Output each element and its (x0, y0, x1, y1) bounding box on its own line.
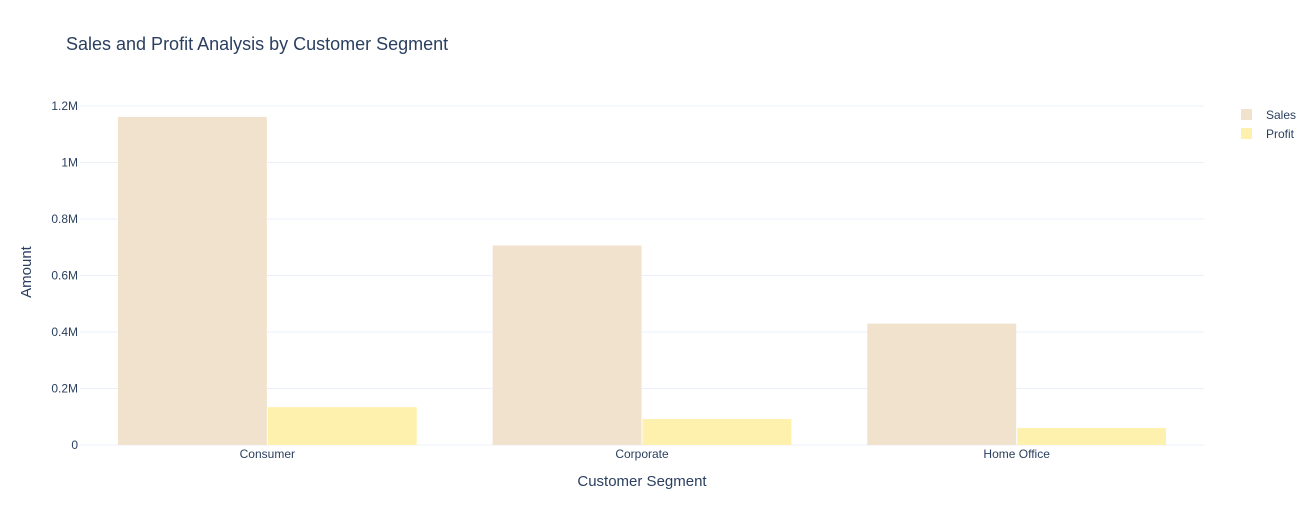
chart-title: Sales and Profit Analysis by Customer Se… (66, 34, 448, 54)
bar-sales-home-office[interactable] (867, 323, 1017, 445)
y-axis-title: Amount (18, 245, 35, 298)
x-tick-label: Corporate (615, 447, 669, 461)
bar-profit-corporate[interactable] (642, 419, 792, 445)
bar-profit-consumer[interactable] (267, 407, 417, 445)
bar-sales-consumer[interactable] (117, 116, 267, 445)
legend-label-sales[interactable]: Sales (1266, 108, 1296, 122)
bar-profit-home-office[interactable] (1017, 427, 1167, 445)
bar-sales-corporate[interactable] (492, 245, 642, 445)
legend-swatch-profit[interactable] (1241, 128, 1252, 139)
x-tick-label: Consumer (240, 447, 295, 461)
x-tick-label: Home Office (983, 447, 1050, 461)
y-tick-label: 0 (71, 438, 78, 452)
legend: Sales Profit (1241, 108, 1296, 141)
legend-swatch-sales[interactable] (1241, 109, 1252, 120)
legend-label-profit[interactable]: Profit (1266, 127, 1295, 141)
x-axis-ticks: Consumer Corporate Home Office (240, 447, 1051, 461)
y-tick-label: 0.4M (51, 325, 78, 339)
gridlines (80, 105, 1204, 446)
y-axis-ticks: 0 0.2M 0.4M 0.6M 0.8M 1M 1.2M (51, 99, 78, 452)
y-tick-label: 0.8M (51, 212, 78, 226)
x-axis-title: Customer Segment (577, 473, 707, 490)
y-tick-label: 1.2M (51, 99, 78, 113)
bars (117, 116, 1167, 445)
y-tick-label: 0.2M (51, 382, 78, 396)
y-tick-label: 1M (61, 156, 78, 170)
y-tick-label: 0.6M (51, 269, 78, 283)
